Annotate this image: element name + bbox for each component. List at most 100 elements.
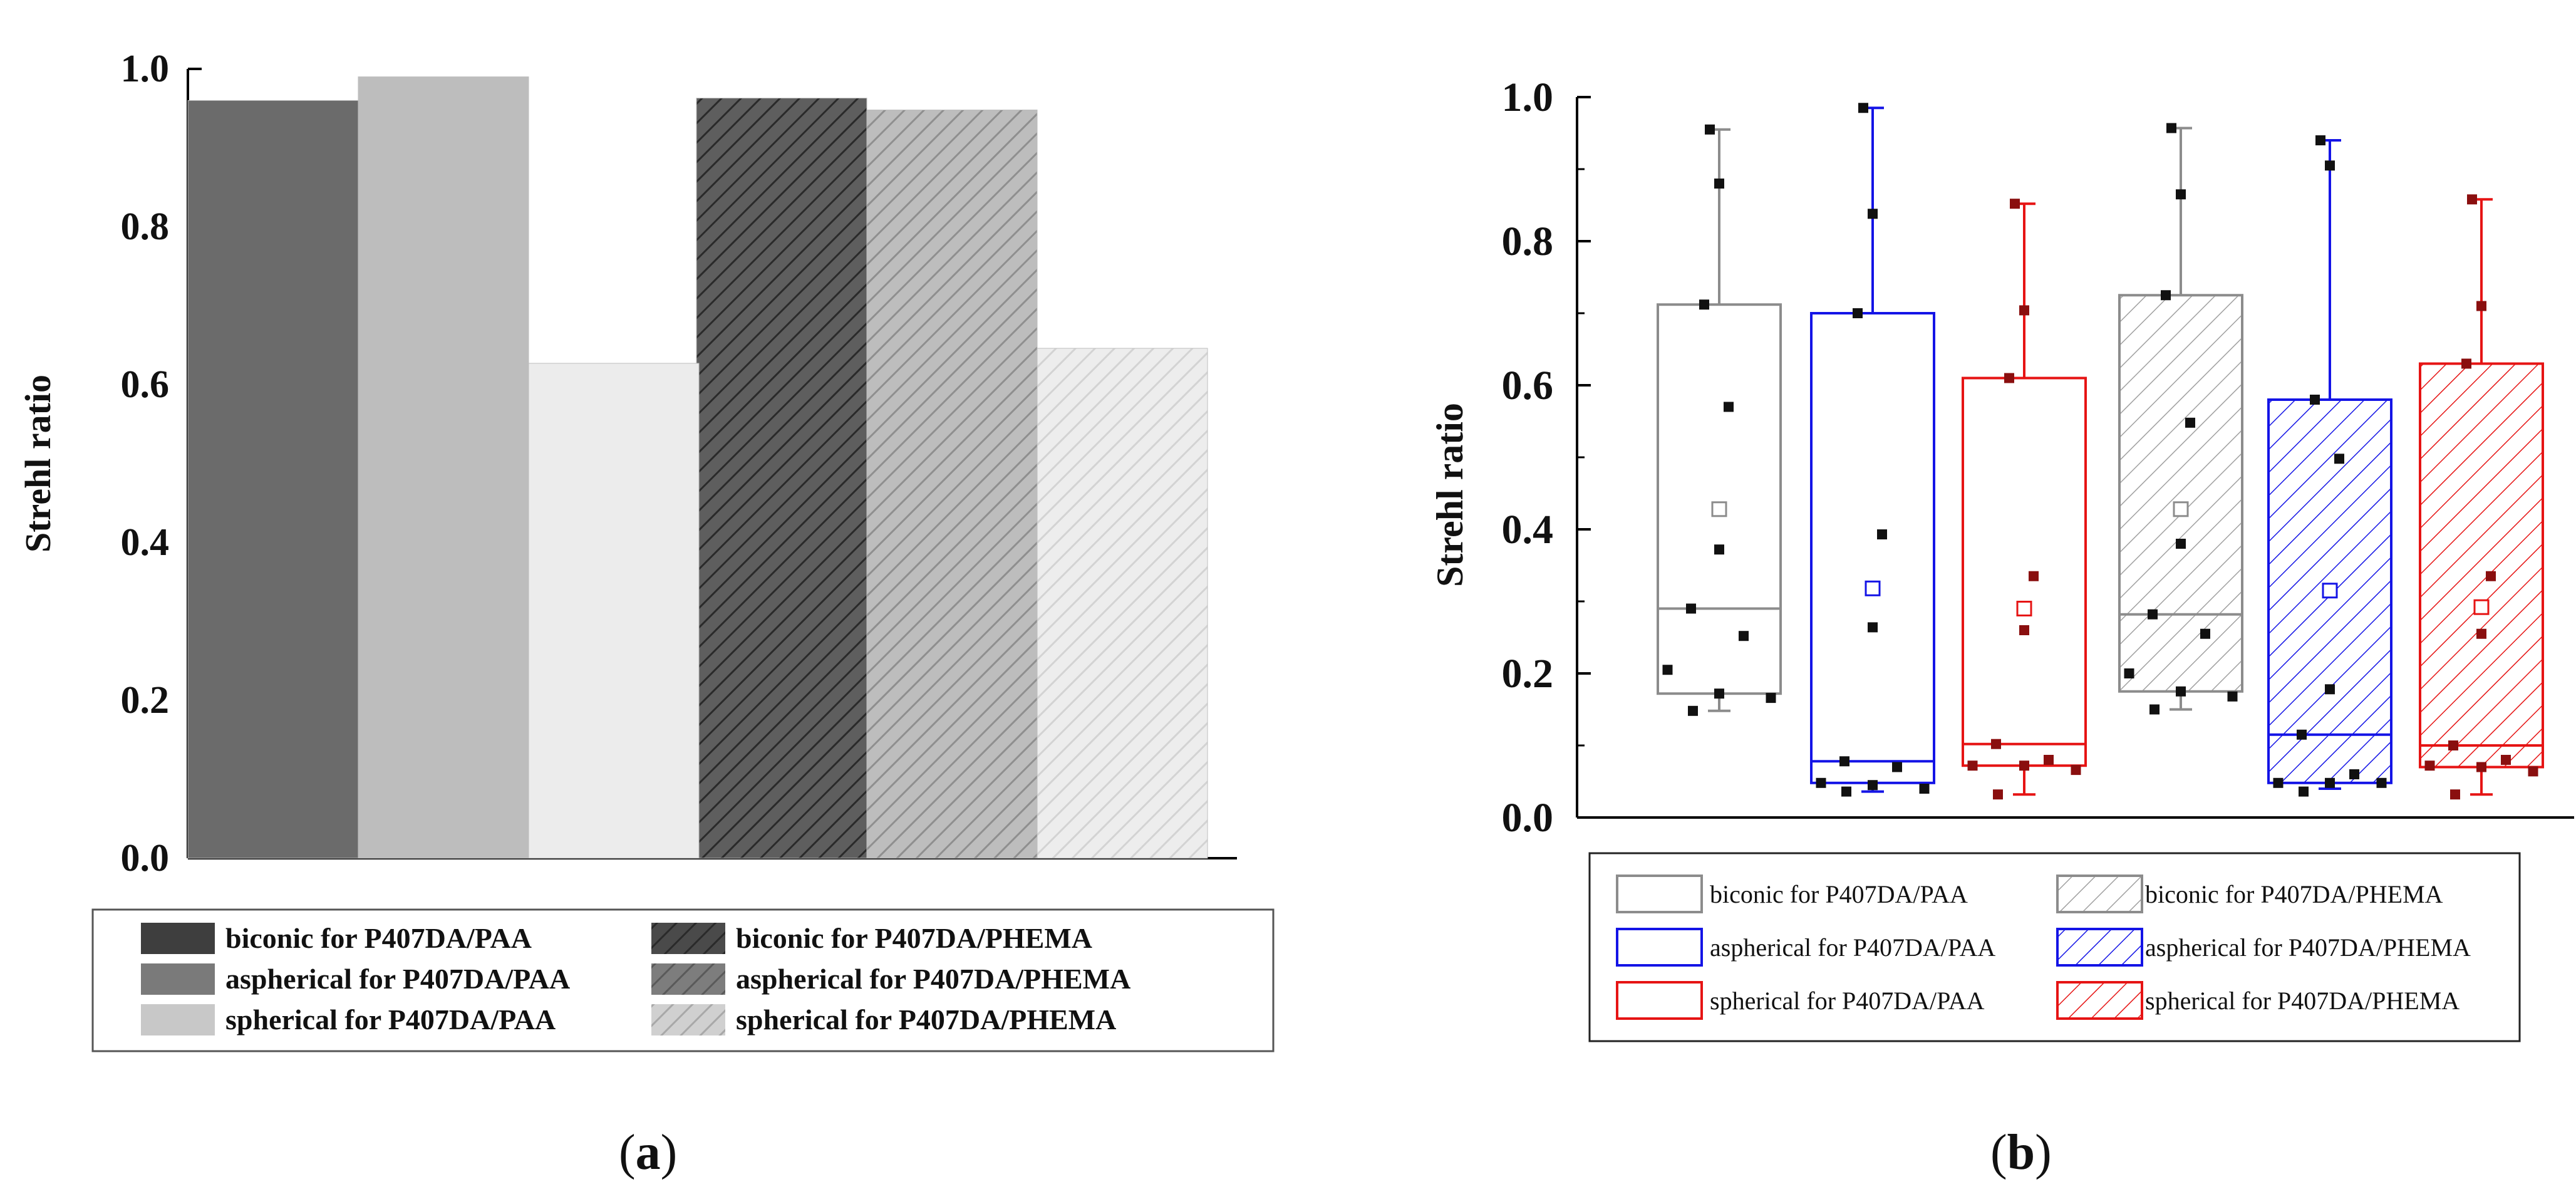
legend-swatch-spherical-for-p407da-paa (1616, 981, 1703, 1020)
data-point (2349, 769, 2359, 779)
data-point (2227, 691, 2238, 702)
box-spherical-for-p407da-phema (2419, 194, 2544, 800)
data-point (2424, 760, 2435, 771)
data-point (1662, 665, 1673, 675)
legend-swatch-spherical-for-p407da-paa (141, 1004, 215, 1036)
y-tick-label: 0.8 (1502, 219, 1554, 264)
legend-label-spherical-for-p407da-paa: spherical for P407DA/PAA (225, 1004, 556, 1036)
caption-a: (a) (619, 1125, 678, 1180)
mean-marker (1711, 501, 1727, 517)
data-point (1839, 756, 1849, 767)
data-point (1705, 124, 1715, 135)
legend-swatch-aspherical-for-p407da-phema (651, 963, 725, 995)
data-point (2185, 417, 2195, 428)
data-point (1967, 760, 1978, 771)
legend-swatch-biconic-for-p407da-paa (1616, 875, 1703, 913)
data-point (1739, 631, 1749, 641)
legend-label-biconic-for-p407da-paa: biconic for P407DA/PAA (1710, 880, 1968, 908)
data-point (2299, 786, 2309, 797)
bar-spherical-p407da-phema (1037, 348, 1208, 859)
y-tick-label: 0.2 (121, 679, 170, 722)
data-point (2476, 301, 2486, 311)
data-point (2467, 194, 2477, 205)
mean-marker (1865, 580, 1881, 596)
data-point (2486, 571, 2496, 581)
legend-box (1588, 852, 2521, 1042)
data-point (1868, 622, 1878, 633)
y-tick-label: 0.4 (1502, 507, 1554, 553)
data-point (2176, 539, 2186, 549)
legend-label-spherical-for-p407da-phema: spherical for P407DA/PHEMA (736, 1004, 1116, 1036)
legend-label-aspherical-for-p407da-phema: aspherical for P407DA/PHEMA (2145, 933, 2471, 962)
data-point (2528, 766, 2538, 777)
box-body (1657, 303, 1782, 695)
y-tick-label: 0.6 (121, 363, 170, 406)
legend-label-aspherical-for-p407da-paa: aspherical for P407DA/PAA (1710, 933, 1995, 962)
data-point (2501, 755, 2511, 765)
data-point (2376, 777, 2387, 788)
data-point (2315, 135, 2325, 145)
data-point (2461, 358, 2471, 369)
box-aspherical-for-p407da-phema (2267, 135, 2392, 797)
legend-swatch-spherical-for-p407da-phema (651, 1004, 725, 1036)
data-point (1919, 784, 1930, 794)
data-point (2004, 373, 2014, 383)
data-point (1858, 103, 1868, 113)
data-point (2124, 668, 2134, 678)
data-point (1766, 693, 1776, 703)
legend-label-biconic-for-p407da-phema: biconic for P407DA/PHEMA (2145, 880, 2443, 908)
data-point (1991, 739, 2001, 749)
data-point (2325, 160, 2335, 171)
mean-marker (2016, 601, 2032, 616)
data-point (1714, 179, 1724, 189)
y-tick-label: 0.6 (1502, 363, 1554, 408)
data-point (2273, 777, 2284, 788)
box-aspherical-for-p407da-paa (1810, 103, 1935, 797)
legend-swatch-aspherical-for-p407da-phema (2056, 928, 2143, 967)
legend-swatch-aspherical-for-p407da-paa (141, 963, 215, 995)
legend-swatch-biconic-for-p407da-phema (651, 923, 725, 954)
legend-label-biconic-for-p407da-phema: biconic for P407DA/PHEMA (736, 922, 1092, 954)
data-point (2476, 628, 2486, 639)
data-point (1688, 705, 1698, 716)
data-point (2176, 189, 2186, 200)
data-point (1868, 780, 1878, 791)
y-tick-label: 0.0 (121, 837, 170, 880)
data-point (1841, 786, 1851, 797)
data-point (1993, 789, 2003, 800)
data-point (2149, 704, 2160, 715)
panel-b-box-chart: 0.0 0.2 0.4 0.6 0.8 1.0 Strehl ratio biconic fo… (1429, 75, 2574, 1042)
box-body (1962, 376, 2087, 767)
data-point (2161, 290, 2171, 301)
bar-aspherical-p407da-paa (358, 76, 529, 859)
legend-swatch-biconic-for-p407da-phema (2056, 875, 2143, 913)
data-point (2071, 765, 2081, 776)
data-point (2297, 729, 2307, 740)
data-point (1853, 308, 1863, 318)
data-point (1868, 209, 1878, 219)
data-point (2334, 454, 2344, 464)
bar-aspherical-p407da-phema (866, 110, 1038, 859)
mean-marker (2322, 583, 2338, 599)
box-biconic-for-p407da-phema (2118, 123, 2243, 715)
data-point (2166, 123, 2176, 133)
data-point (1686, 603, 1696, 614)
box-body (2419, 362, 2544, 769)
data-point (1892, 762, 1902, 772)
data-point (1714, 544, 1724, 555)
y-tick-label: 0.2 (1502, 651, 1554, 697)
mean-marker (2473, 599, 2490, 615)
y-axis-title: Strehl ratio (1429, 403, 1471, 587)
legend-label-spherical-for-p407da-paa: spherical for P407DA/PAA (1710, 987, 1985, 1015)
data-point (2325, 684, 2335, 695)
data-point (2148, 609, 2158, 620)
bar-spherical-p407da-paa (528, 363, 700, 859)
y-tick-label: 1.0 (121, 48, 170, 90)
data-point (2019, 625, 2029, 635)
data-point (2476, 762, 2486, 772)
data-point (1714, 688, 1724, 699)
data-point (2325, 777, 2335, 788)
data-point (2044, 755, 2054, 765)
box-body (2118, 294, 2243, 693)
data-point (2029, 571, 2039, 581)
